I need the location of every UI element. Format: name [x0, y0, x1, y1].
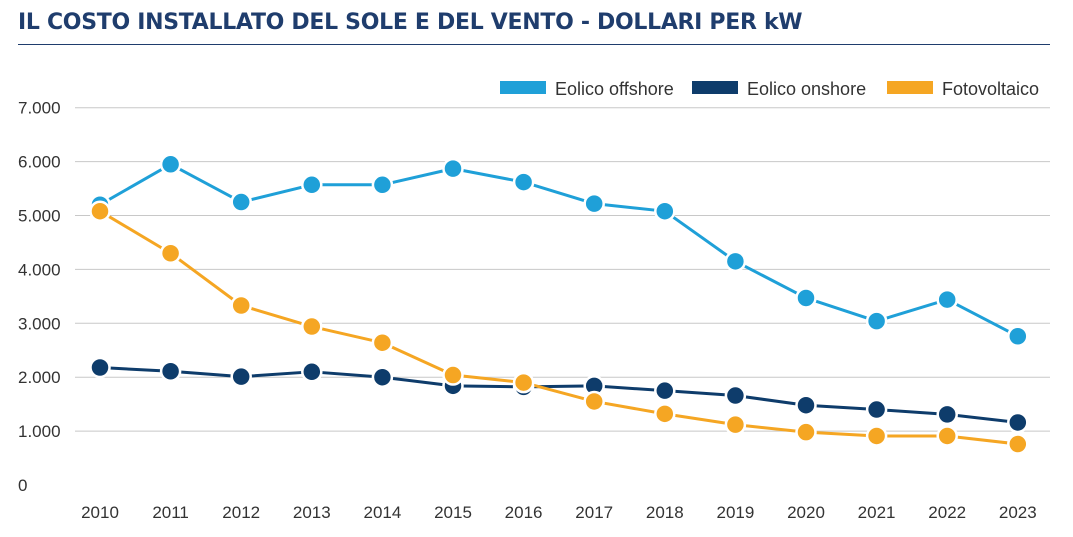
- y-tick-label: 0: [18, 476, 27, 495]
- data-point-eolico-offshore-2015: [442, 157, 464, 180]
- y-tick-label: 5.000: [18, 207, 61, 226]
- series-lines: [99, 162, 1019, 446]
- data-point-eolico-offshore-2013: [301, 174, 323, 196]
- data-point-eolico-onshore-2023: [1007, 411, 1029, 434]
- data-point-eolico-onshore-2020: [795, 394, 817, 416]
- x-tick-label: 2020: [787, 503, 825, 522]
- data-point-eolico-offshore-2012: [230, 191, 252, 213]
- y-tick-label: 2.000: [18, 368, 61, 387]
- y-axis-ticks: 0 1.000 2.000 3.000 4.000 5.000 6.000 7.000: [18, 99, 61, 495]
- data-point-fotovoltaico-2015: [442, 364, 464, 386]
- series-line-eolico-offshore: [99, 162, 1019, 338]
- data-point-fotovoltaico-2017: [583, 390, 605, 413]
- data-point-eolico-onshore-2012: [230, 365, 252, 388]
- legend-swatch-fotovoltaico: [887, 81, 933, 94]
- data-point-eolico-offshore-2022: [936, 288, 958, 311]
- data-point-eolico-onshore-2014: [371, 366, 394, 388]
- y-tick-label: 3.000: [18, 314, 61, 333]
- x-tick-label: 2022: [928, 503, 966, 522]
- data-point-fotovoltaico-2010: [89, 200, 111, 222]
- data-point-fotovoltaico-2011: [159, 242, 182, 264]
- x-tick-label: 2018: [646, 503, 684, 522]
- x-tick-label: 2012: [222, 503, 260, 522]
- series-points: [89, 153, 1029, 455]
- y-tick-label: 1.000: [18, 422, 61, 441]
- data-point-eolico-onshore-2010: [89, 356, 111, 379]
- data-point-eolico-onshore-2018: [654, 379, 676, 402]
- data-point-fotovoltaico-2023: [1007, 433, 1029, 455]
- x-tick-label: 2019: [716, 503, 754, 522]
- data-point-fotovoltaico-2012: [230, 294, 252, 317]
- data-point-fotovoltaico-2021: [865, 425, 888, 447]
- data-point-fotovoltaico-2019: [724, 413, 747, 436]
- legend-swatch-eolico-onshore: [692, 81, 738, 94]
- legend-label-eolico-onshore: Eolico onshore: [747, 79, 866, 99]
- data-point-eolico-onshore-2013: [301, 361, 323, 383]
- legend-label-fotovoltaico: Fotovoltaico: [942, 79, 1039, 99]
- data-point-eolico-offshore-2020: [795, 287, 817, 309]
- x-tick-label: 2015: [434, 503, 472, 522]
- grid-lines: [75, 107, 1050, 432]
- data-point-eolico-offshore-2017: [583, 192, 605, 215]
- data-point-eolico-offshore-2011: [159, 153, 182, 176]
- series-line-fotovoltaico: [99, 209, 1018, 446]
- x-axis-ticks: 2010 2011 2012 2013 2014 2015 2016 2017 2018 2019…: [81, 503, 1037, 522]
- data-point-eolico-offshore-2014: [371, 174, 394, 196]
- title-rule: [18, 44, 1050, 45]
- data-point-fotovoltaico-2020: [795, 421, 817, 443]
- data-point-eolico-onshore-2011: [159, 360, 182, 383]
- y-tick-label: 7.000: [18, 99, 61, 118]
- y-tick-label: 4.000: [18, 260, 61, 279]
- data-point-eolico-onshore-2022: [936, 403, 958, 426]
- x-tick-label: 2017: [575, 503, 613, 522]
- data-point-eolico-offshore-2021: [865, 310, 888, 332]
- data-point-eolico-onshore-2019: [724, 384, 747, 407]
- data-point-fotovoltaico-2018: [654, 403, 676, 425]
- data-point-fotovoltaico-2016: [512, 371, 535, 394]
- data-point-fotovoltaico-2022: [936, 425, 958, 447]
- x-tick-label: 2016: [505, 503, 543, 522]
- x-tick-label: 2011: [152, 503, 189, 522]
- chart-title: IL COSTO INSTALLATO DEL SOLE E DEL VENTO…: [18, 10, 803, 35]
- legend-swatch-eolico-offshore: [500, 81, 546, 94]
- x-tick-label: 2021: [858, 503, 896, 522]
- data-point-eolico-offshore-2019: [724, 250, 747, 273]
- data-point-eolico-offshore-2018: [654, 200, 676, 222]
- x-tick-label: 2010: [81, 503, 119, 522]
- series-line-eolico-onshore: [99, 366, 1018, 424]
- data-point-fotovoltaico-2013: [301, 315, 323, 338]
- data-point-eolico-offshore-2016: [512, 171, 535, 193]
- legend: Eolico offshore Eolico onshore Fotovoltaic…: [500, 79, 1039, 99]
- data-point-eolico-onshore-2021: [865, 398, 888, 421]
- data-point-eolico-offshore-2023: [1007, 325, 1029, 347]
- data-point-fotovoltaico-2014: [371, 331, 394, 354]
- x-tick-label: 2013: [293, 503, 331, 522]
- legend-label-eolico-offshore: Eolico offshore: [555, 79, 674, 99]
- x-tick-label: 2014: [363, 503, 401, 522]
- y-tick-label: 6.000: [18, 153, 61, 172]
- x-tick-label: 2023: [999, 503, 1037, 522]
